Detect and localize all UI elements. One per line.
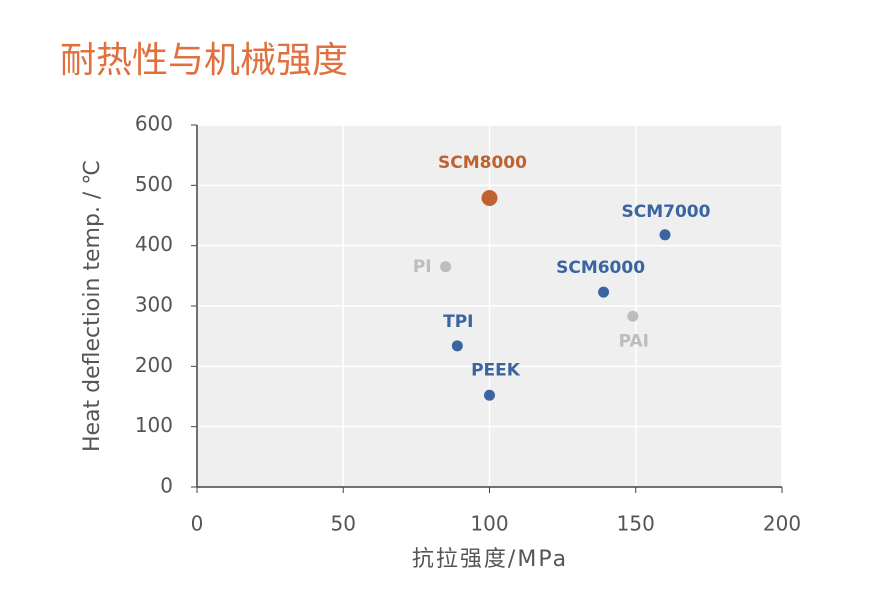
x-tick-label: 100	[470, 512, 508, 536]
point-label: PI	[413, 257, 432, 277]
data-point	[451, 340, 463, 352]
point-label: TPI	[443, 312, 473, 332]
point-label: PAI	[619, 331, 649, 351]
data-point	[598, 286, 610, 298]
chart-title: 耐热性与机械强度	[60, 40, 348, 81]
data-point	[627, 310, 639, 322]
point-label: SCM8000	[438, 153, 527, 173]
point-label: PEEK	[471, 360, 521, 380]
y-tick-label: 200	[135, 353, 173, 377]
x-tick-label: 0	[191, 512, 204, 536]
y-tick-label: 500	[135, 172, 173, 196]
data-point	[440, 261, 452, 273]
data-point	[481, 190, 498, 207]
y-tick-label: 100	[135, 413, 173, 437]
x-tick-label: 50	[331, 512, 356, 536]
point-label: SCM6000	[556, 258, 645, 278]
x-tick-label: 150	[617, 512, 655, 536]
y-axis-title: Heat deflectioin temp. / ℃	[80, 160, 105, 452]
x-tick-label: 200	[763, 512, 801, 536]
point-label: SCM7000	[622, 202, 711, 222]
y-tick-label: 400	[135, 232, 173, 256]
y-tick-label: 300	[135, 293, 173, 317]
y-tick-label: 0	[160, 474, 173, 498]
y-tick-label: 600	[135, 112, 173, 136]
x-axis-title: 抗拉强度/MPa	[412, 547, 568, 572]
data-point	[484, 389, 495, 401]
data-point	[659, 229, 671, 241]
